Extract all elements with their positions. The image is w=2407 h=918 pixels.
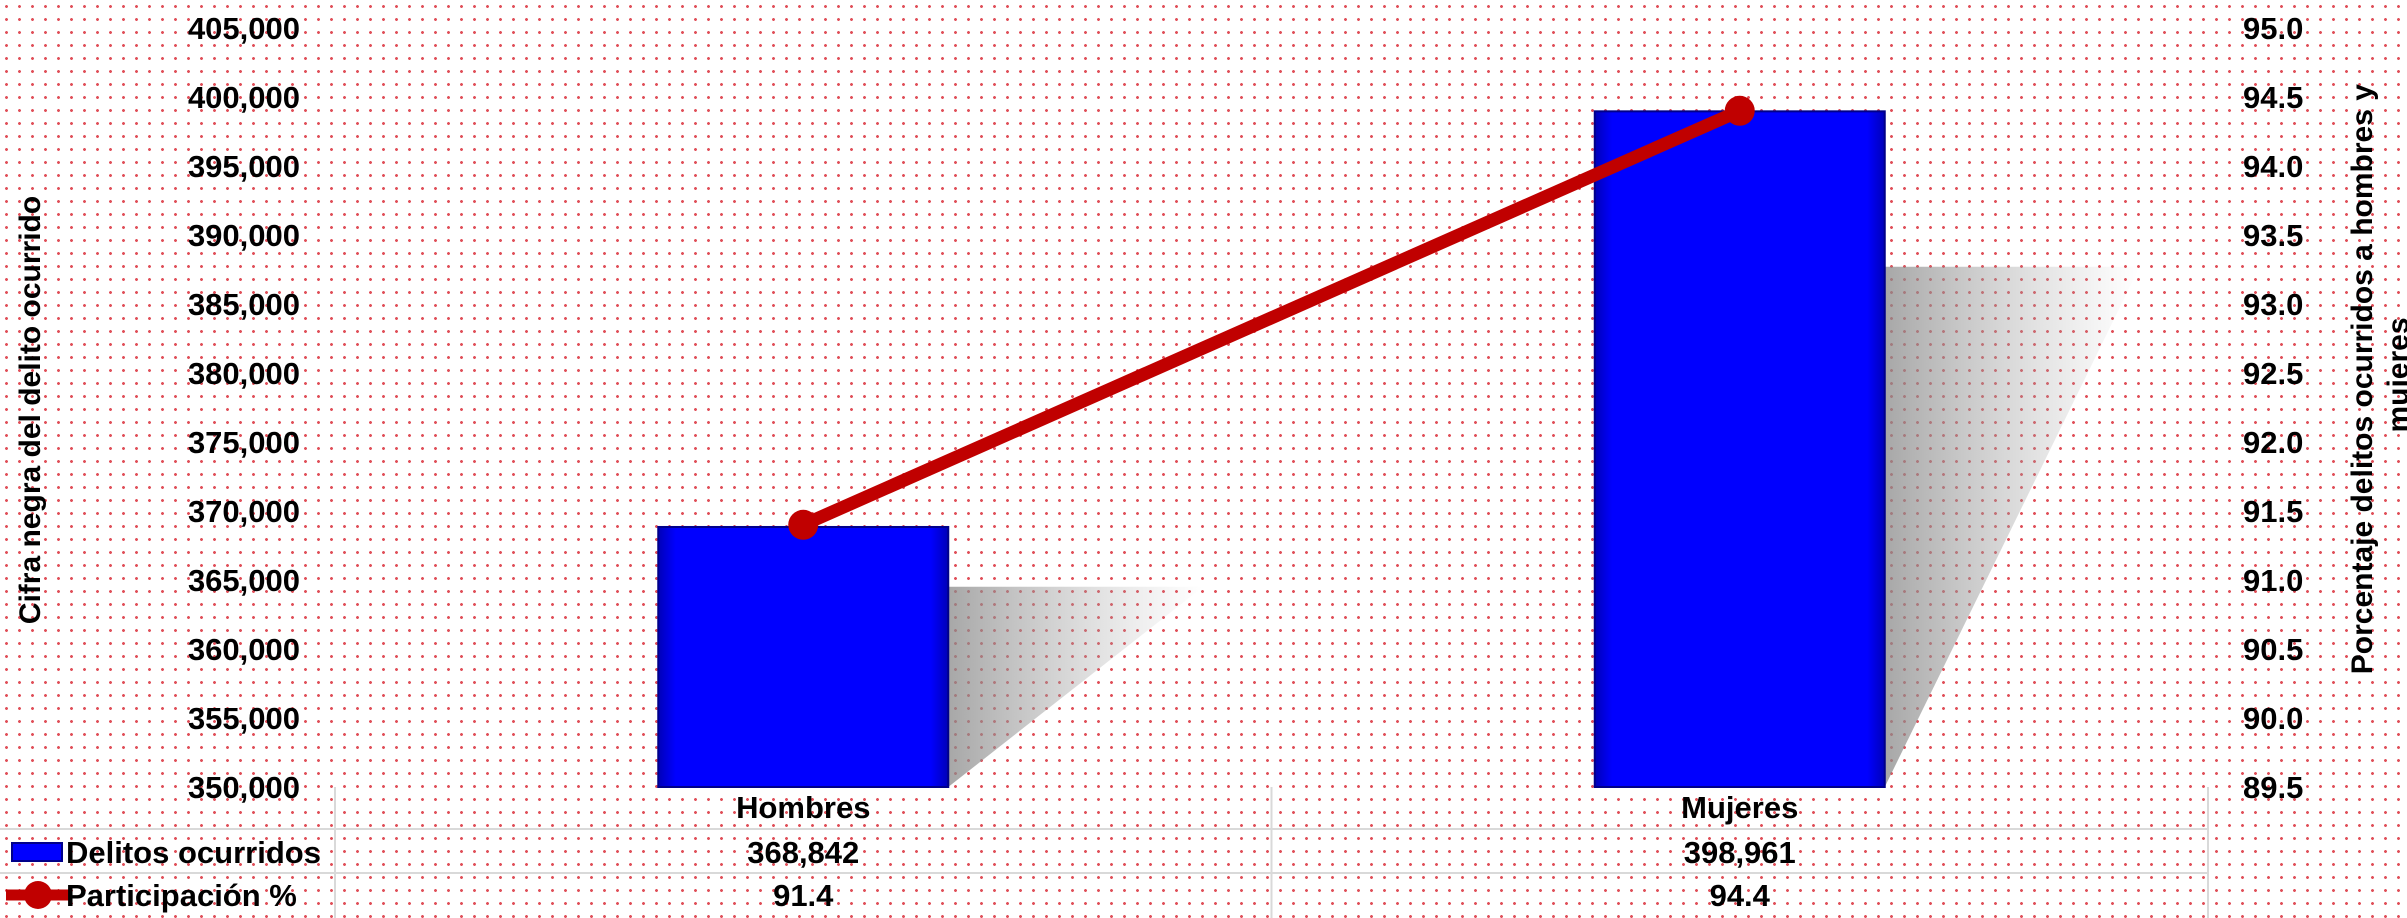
line-participacion: [796, 104, 1747, 532]
y-axis-left-tick-label: 365,000: [188, 563, 300, 598]
y-axis-right-tick-label: 91.5: [2243, 494, 2303, 529]
y-axis-right-tick-label: 94.0: [2243, 149, 2303, 184]
line-series: [788, 95, 1755, 540]
y-axis-left-tick-label: 395,000: [188, 149, 300, 184]
table-value-delitos: 398,961: [1684, 835, 1796, 870]
y-axis-right-tick-label: 95.0: [2243, 11, 2303, 46]
bar-shadow: [948, 586, 1204, 787]
y-axis-right-tick-label: 90.5: [2243, 632, 2303, 667]
x-category-label: Mujeres: [1681, 790, 1798, 825]
y-axis-right-tick-label: 91.0: [2243, 563, 2303, 598]
y-axis-left-tick-label: 370,000: [188, 494, 300, 529]
y-axis-left-tick-label: 380,000: [188, 356, 300, 391]
y-axis-right-tick-label: 93.5: [2243, 218, 2303, 253]
y-axis-left-tick-label: 390,000: [188, 218, 300, 253]
legend-label-delitos: Delitos ocurridos: [66, 835, 321, 870]
legend-label-participacion: Participación %: [66, 878, 297, 913]
y-axis-right-tick-label: 92.5: [2243, 356, 2303, 391]
table-value-participacion: 91.4: [773, 878, 834, 913]
y-axis-right-tick-label: 90.0: [2243, 701, 2303, 736]
table-value-delitos: 368,842: [747, 835, 859, 870]
y-axis-right-title-line-2: mujeres: [2382, 317, 2407, 432]
line-point-mujeres: [1724, 95, 1755, 126]
y-axis-left-tick-label: 385,000: [188, 287, 300, 322]
y-axis-left-tick-label: 405,000: [188, 11, 300, 46]
y-axis-left-tick-label: 400,000: [188, 80, 300, 115]
legend-key-marker: [24, 881, 52, 909]
bar-shadows: [948, 266, 2140, 787]
bar-mujeres: [1593, 110, 1886, 789]
table-value-participacion: 94.4: [1710, 878, 1771, 913]
y-axis-left-ticks: 405,000 400,000 395,000 390,000 385,000 380,0…: [188, 11, 300, 805]
bar-shadow: [1884, 266, 2140, 787]
bar-hombres: [657, 525, 950, 788]
y-axis-left-tick-label: 375,000: [188, 425, 300, 460]
x-category-label: Hombres: [736, 790, 870, 825]
y-axis-right-title-line-1: Porcentaje delitos ocurridos a hombres y: [2346, 84, 2379, 674]
y-axis-right-title: Porcentaje delitos ocurridos a hombres y…: [2346, 76, 2407, 675]
y-axis-left-tick-label: 360,000: [188, 632, 300, 667]
legend-key-bar: [11, 842, 63, 862]
y-axis-right-tick-label: 94.5: [2243, 80, 2303, 115]
bars-series: [657, 110, 1886, 789]
y-axis-right-tick-label: 93.0: [2243, 287, 2303, 322]
y-axis-right-tick-label: 89.5: [2243, 770, 2303, 805]
y-axis-left-tick-label: 355,000: [188, 701, 300, 736]
y-axis-left-title: Cifra negra del delito ocurrido: [14, 196, 47, 624]
y-axis-right-tick-label: 92.0: [2243, 425, 2303, 460]
y-axis-right-ticks: 95.0 94.5 94.0 93.5 93.0 92.5 92.0 91.5 91.0 90.5…: [2243, 11, 2303, 805]
data-table: Hombres 368,842 91.4 Mujeres 398,961 94.4 Deli…: [6, 790, 1798, 913]
line-point-hombres: [788, 509, 819, 540]
data-table-grid: [0, 787, 2209, 918]
y-axis-left-tick-label: 350,000: [188, 770, 300, 805]
